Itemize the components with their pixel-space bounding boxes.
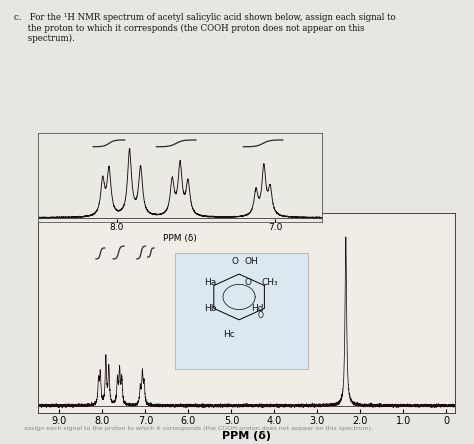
Text: c.   For the ¹H NMR spectrum of acetyl salicylic acid shown below, assign each s: c. For the ¹H NMR spectrum of acetyl sal… xyxy=(14,13,396,44)
X-axis label: PPM (δ): PPM (δ) xyxy=(222,431,271,441)
X-axis label: PPM (δ): PPM (δ) xyxy=(163,234,197,243)
Text: O: O xyxy=(231,257,238,266)
Text: O: O xyxy=(258,311,264,320)
Text: CH₃: CH₃ xyxy=(262,278,278,287)
Text: Hd: Hd xyxy=(251,304,264,313)
Text: O: O xyxy=(245,278,251,287)
Text: Hb: Hb xyxy=(205,304,217,313)
Text: assign each signal to the proton to which it corresponds (the COOH proton does n: assign each signal to the proton to whic… xyxy=(24,426,373,431)
Text: Hc: Hc xyxy=(223,330,235,339)
Text: OH: OH xyxy=(245,257,258,266)
Text: Ha: Ha xyxy=(205,278,217,287)
